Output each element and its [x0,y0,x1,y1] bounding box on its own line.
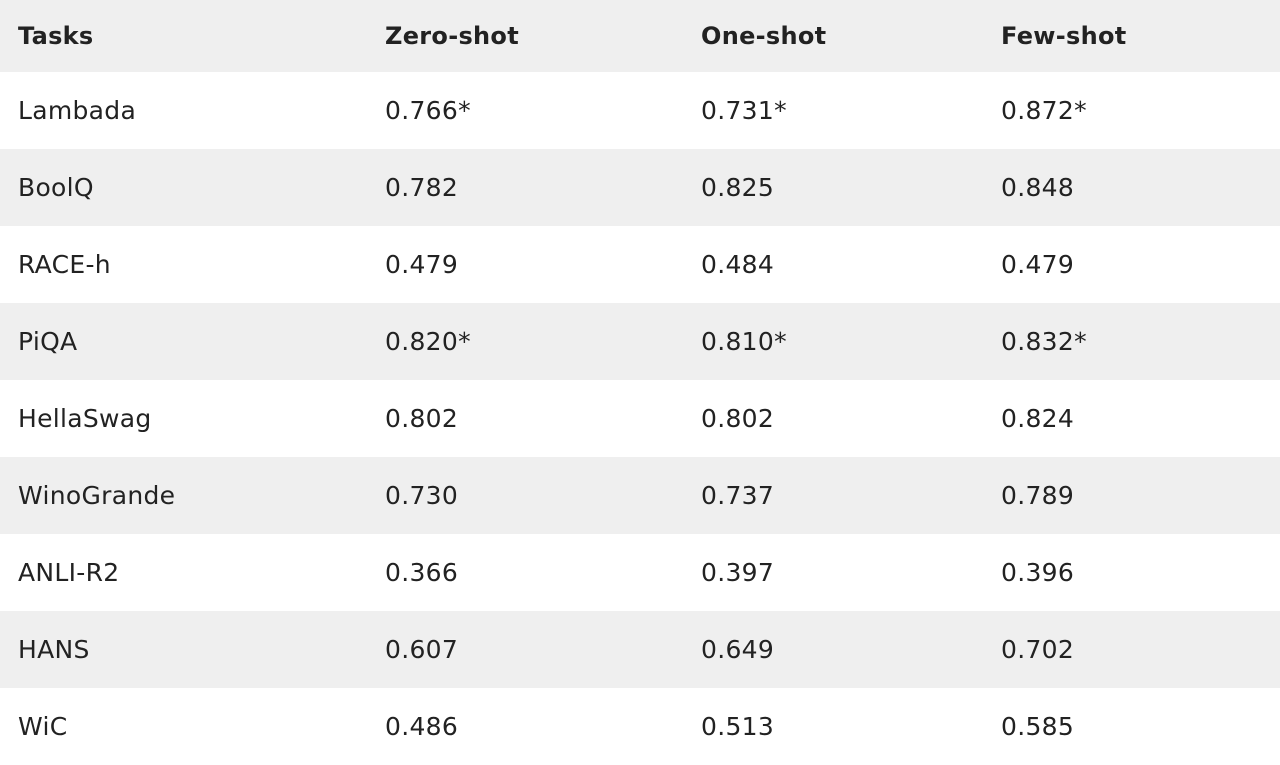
table-row: PiQA 0.820* 0.810* 0.832* [0,303,1280,380]
few-shot-score: 0.848 [1001,173,1075,202]
table-row: WinoGrande 0.730 0.737 0.789 [0,457,1280,534]
table-row: ANLI-R2 0.366 0.397 0.396 [0,534,1280,611]
header-few-shot: Few-shot [1001,22,1127,50]
task-name: HANS [18,635,90,664]
zero-shot-score: 0.486 [385,712,459,741]
zero-shot-score: 0.366 [385,558,459,587]
table-row: BoolQ 0.782 0.825 0.848 [0,149,1280,226]
few-shot-score: 0.585 [1001,712,1075,741]
zero-shot-score: 0.479 [385,250,459,279]
one-shot-score: 0.802 [701,404,775,433]
task-name: PiQA [18,327,78,356]
one-shot-score: 0.649 [701,635,775,664]
zero-shot-score: 0.802 [385,404,459,433]
few-shot-score: 0.702 [1001,635,1075,664]
few-shot-score: 0.479 [1001,250,1075,279]
few-shot-score: 0.396 [1001,558,1075,587]
table-row: HANS 0.607 0.649 0.702 [0,611,1280,688]
header-tasks: Tasks [18,22,94,50]
task-name: HellaSwag [18,404,152,433]
zero-shot-score: 0.782 [385,173,459,202]
few-shot-score: 0.789 [1001,481,1075,510]
zero-shot-score: 0.730 [385,481,459,510]
one-shot-score: 0.731* [701,96,787,125]
one-shot-score: 0.397 [701,558,775,587]
zero-shot-score: 0.766* [385,96,471,125]
task-name: RACE-h [18,250,111,279]
task-name: ANLI-R2 [18,558,120,587]
table-row: RACE-h 0.479 0.484 0.479 [0,226,1280,303]
header-zero-shot: Zero-shot [385,22,519,50]
task-name: WinoGrande [18,481,176,510]
header-row: Tasks Zero-shot One-shot Few-shot [0,0,1280,72]
one-shot-score: 0.825 [701,173,775,202]
task-name: WiC [18,712,68,741]
task-name: Lambada [18,96,137,125]
one-shot-score: 0.737 [701,481,775,510]
task-name: BoolQ [18,173,94,202]
table-row: WiC 0.486 0.513 0.585 [0,688,1280,765]
few-shot-score: 0.872* [1001,96,1087,125]
table-row: Lambada 0.766* 0.731* 0.872* [0,72,1280,149]
zero-shot-score: 0.820* [385,327,471,356]
one-shot-score: 0.513 [701,712,775,741]
table-header: Tasks Zero-shot One-shot Few-shot [0,0,1280,72]
table-body: Lambada 0.766* 0.731* 0.872* BoolQ 0.782… [0,72,1280,765]
one-shot-score: 0.810* [701,327,787,356]
header-one-shot: One-shot [701,22,827,50]
few-shot-score: 0.832* [1001,327,1087,356]
zero-shot-score: 0.607 [385,635,459,664]
table-row: HellaSwag 0.802 0.802 0.824 [0,380,1280,457]
one-shot-score: 0.484 [701,250,775,279]
few-shot-score: 0.824 [1001,404,1075,433]
